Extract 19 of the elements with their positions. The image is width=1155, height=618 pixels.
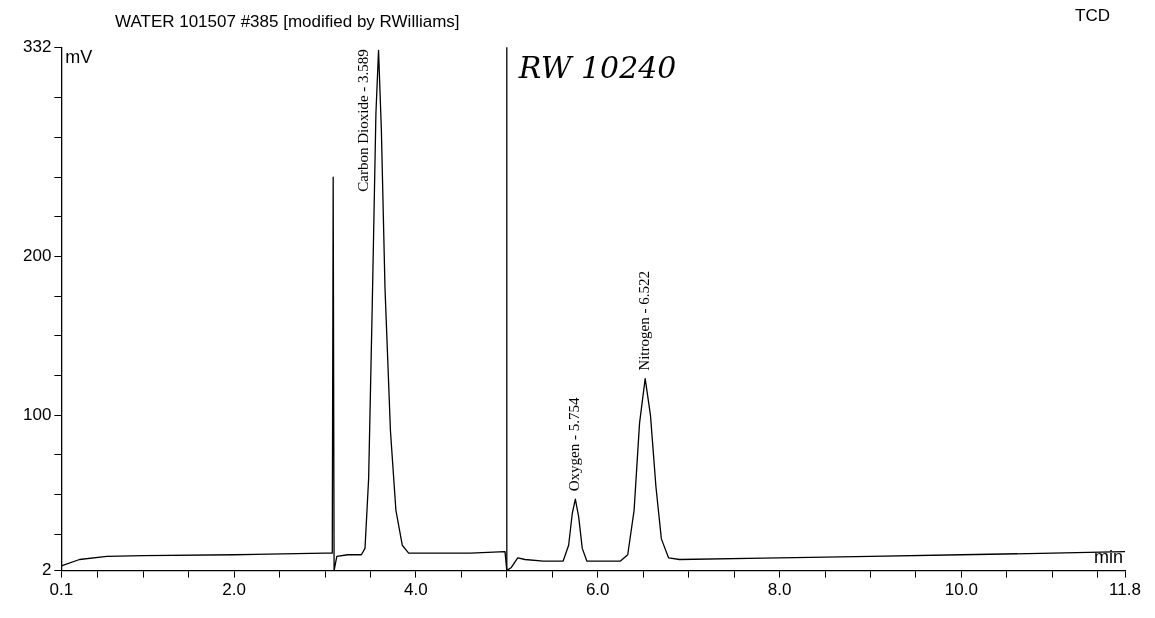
annotation: RW 10240 — [517, 50, 677, 85]
annotation: Carbon Dioxide - 3.589 — [355, 49, 372, 192]
x-tick-label: 10.0 — [944, 580, 978, 600]
chart-subtitle: TCD — [1075, 6, 1110, 26]
annotation: Nitrogen - 6.522 — [636, 271, 653, 371]
y-tick-label: 200 — [22, 246, 52, 266]
x-tick-label: 0.1 — [49, 580, 74, 600]
chart-title: WATER 101507 #385 [modified by RWilliams] — [115, 12, 460, 32]
y-tick-label: 100 — [22, 404, 52, 424]
x-tick-label: 11.8 — [1109, 580, 1141, 600]
x-tick-label: 4.0 — [404, 580, 428, 600]
annotation: Oxygen - 5.754 — [566, 396, 583, 492]
x-tick-label: 6.0 — [585, 580, 610, 600]
x-axis-title: min — [1093, 546, 1123, 567]
y-tick-label: 2 — [41, 560, 52, 580]
y-tick-label: 332 — [22, 36, 52, 56]
x-tick-label: 2.0 — [222, 580, 246, 600]
x-tick-label: 8.0 — [767, 580, 792, 600]
y-axis-title: mV — [65, 47, 93, 68]
